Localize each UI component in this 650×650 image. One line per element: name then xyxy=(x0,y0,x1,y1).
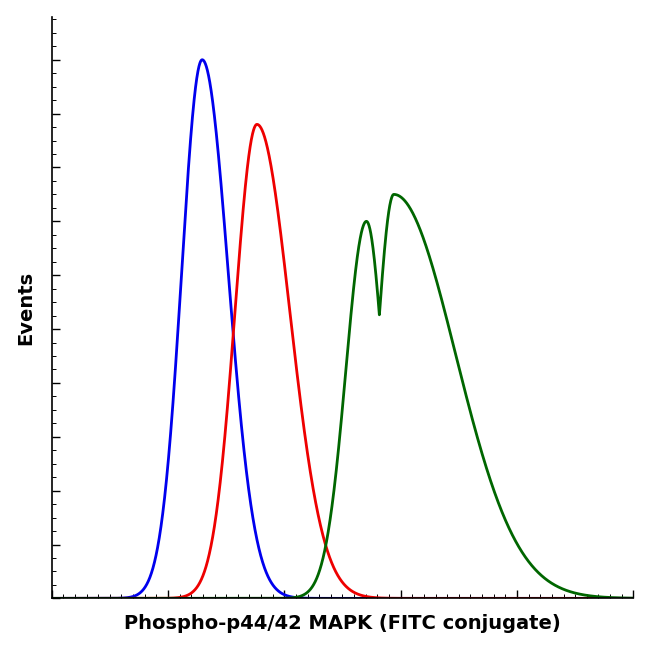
X-axis label: Phospho-p44/42 MAPK (FITC conjugate): Phospho-p44/42 MAPK (FITC conjugate) xyxy=(124,614,561,633)
Y-axis label: Events: Events xyxy=(17,270,36,344)
